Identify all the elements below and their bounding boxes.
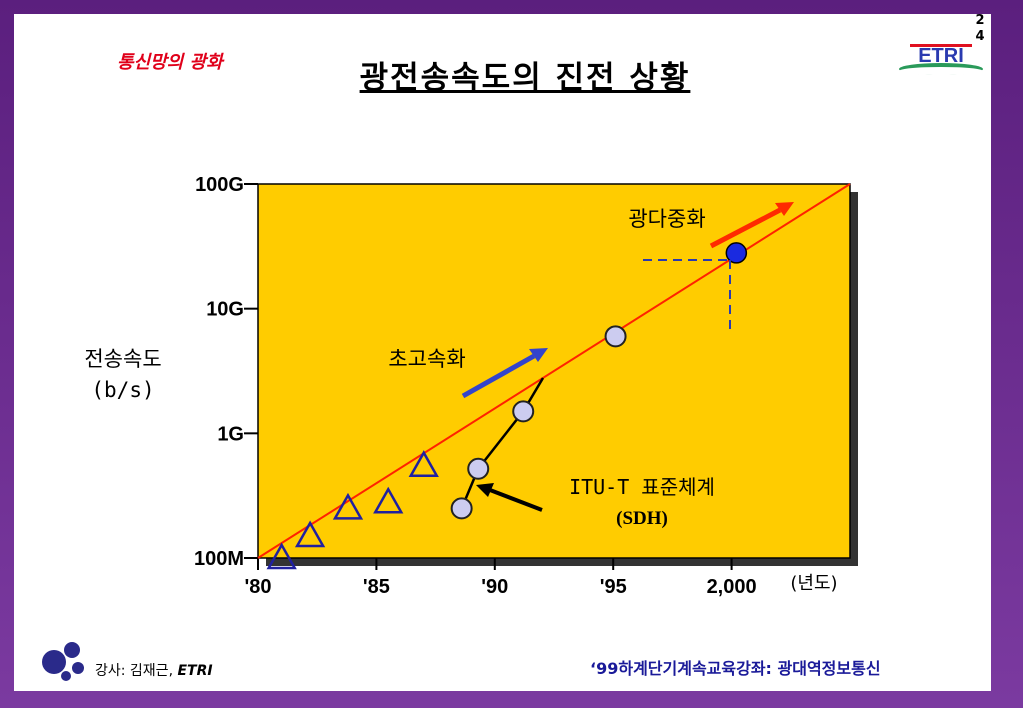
triangle-point (408, 450, 439, 477)
triangle-point (266, 542, 297, 570)
footer-lecturer: 강사: 김재근, ETRI (95, 660, 213, 680)
annotation-highspeed: 초고속화 (388, 347, 465, 371)
company-logo-icon (42, 642, 84, 681)
highlight-point (725, 242, 748, 264)
dashed-guide (643, 259, 731, 330)
arrow-itut (476, 483, 543, 512)
x-tick-label: '80 (244, 576, 271, 598)
x-tick-label: 2,000 (707, 576, 757, 598)
etri-logo-icon: ETRI (899, 44, 983, 75)
series-layer (266, 242, 748, 570)
x-axis: '80 '85 '90 '95 2,000 (244, 558, 757, 598)
circle-point (512, 400, 535, 423)
triangle-point (373, 486, 404, 514)
y-tick-label: 1G (217, 423, 244, 445)
sdh-connector-line (460, 377, 545, 509)
y-tick-label: 10G (206, 299, 244, 321)
slide-title: 광전송속도의 진전 상황 (359, 60, 691, 96)
circle-point (467, 457, 490, 480)
footer-course: ‘99하계단기계속교육강좌: 광대역정보통신 (590, 659, 881, 678)
arrow-highspeed (461, 348, 548, 399)
y-axis-label-line2: (b/s) (91, 378, 154, 402)
etri-logo-text: ETRI (918, 45, 964, 67)
x-tick-label: '95 (600, 576, 627, 598)
annotation-itut: ITU-T 표준체계 (569, 475, 715, 499)
arrow-wdm (709, 202, 794, 249)
circle-point (604, 325, 627, 348)
footer-lecturer-name: 강사: 김재근, (95, 663, 178, 679)
x-tick-label: '90 (481, 576, 508, 598)
x-axis-unit-label: (년도) (790, 573, 837, 594)
triangle-point (294, 520, 326, 548)
triangle-point (332, 492, 364, 520)
circle-point (450, 497, 473, 520)
y-axis-label-line1: 전송속도 (84, 347, 161, 371)
section-label: 통신망의 광화 (117, 52, 223, 73)
x-tick-label: '85 (363, 576, 390, 598)
footer-lecturer-org: ETRI (177, 663, 213, 679)
page-number: 24 (975, 13, 985, 44)
annotation-wdm: 광다중화 (628, 207, 705, 231)
y-axis: 100M 1G 10G 100G (194, 174, 258, 570)
annotation-sdh: (SDH) (616, 508, 668, 529)
y-tick-label: 100M (194, 548, 244, 570)
y-tick-label: 100G (195, 174, 244, 196)
trend-line (257, 183, 851, 559)
